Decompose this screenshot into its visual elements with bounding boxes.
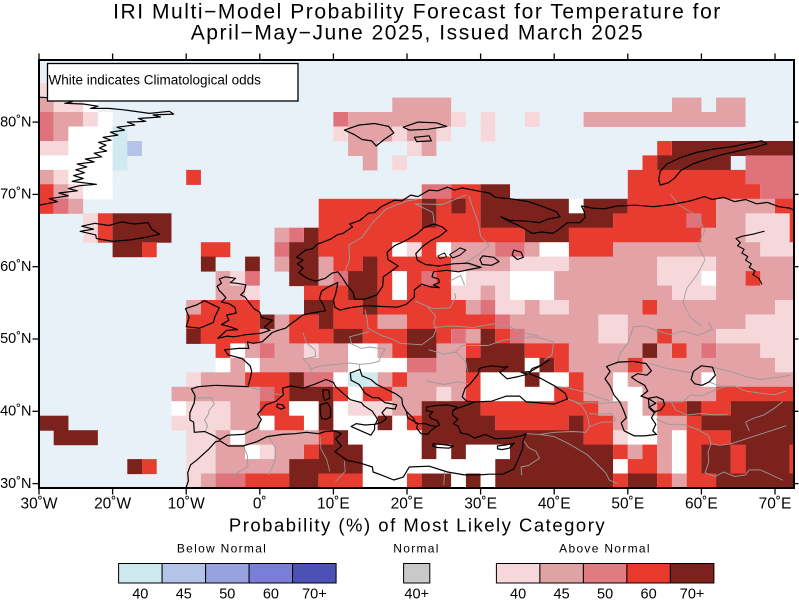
svg-text:Below Normal: Below Normal <box>177 542 267 556</box>
svg-text:60: 60 <box>641 587 657 600</box>
svg-text:70˚N: 70˚N <box>0 187 31 203</box>
svg-text:20˚E: 20˚E <box>391 496 424 513</box>
svg-text:70+: 70+ <box>302 587 327 600</box>
svg-text:45: 45 <box>176 587 192 600</box>
svg-text:30˚W: 30˚W <box>20 496 57 513</box>
svg-text:40: 40 <box>132 587 148 600</box>
svg-text:50: 50 <box>597 587 613 600</box>
svg-text:White indicates Climatological: White indicates Climatological odds <box>49 73 262 88</box>
svg-text:IRI Multi−Model Probability Fo: IRI Multi−Model Probability Forecast for… <box>113 1 722 24</box>
svg-text:50˚N: 50˚N <box>0 331 31 347</box>
svg-text:20˚W: 20˚W <box>94 496 131 513</box>
svg-text:Above Normal: Above Normal <box>559 542 651 556</box>
svg-text:Probability (%) of Most Likely: Probability (%) of Most Likely Category <box>229 515 606 536</box>
svg-text:40˚N: 40˚N <box>0 404 31 420</box>
svg-text:Normal: Normal <box>393 542 439 556</box>
svg-text:50: 50 <box>219 587 235 600</box>
svg-text:60˚E: 60˚E <box>685 496 718 513</box>
svg-text:10˚E: 10˚E <box>317 496 350 513</box>
svg-text:40˚E: 40˚E <box>538 496 571 513</box>
svg-text:70˚E: 70˚E <box>759 496 792 513</box>
svg-text:30˚E: 30˚E <box>464 496 497 513</box>
svg-text:10˚W: 10˚W <box>168 496 205 513</box>
svg-text:0˚: 0˚ <box>253 496 267 513</box>
svg-text:30˚N: 30˚N <box>0 476 31 492</box>
svg-text:60˚N: 60˚N <box>0 259 31 275</box>
svg-text:60: 60 <box>263 587 279 600</box>
svg-text:45: 45 <box>554 587 570 600</box>
svg-text:40+: 40+ <box>404 587 429 600</box>
svg-text:70+: 70+ <box>680 587 705 600</box>
svg-text:40: 40 <box>510 587 526 600</box>
svg-text:April−May−June 2025, Issued Ma: April−May−June 2025, Issued March 2025 <box>191 22 644 45</box>
svg-text:80˚N: 80˚N <box>0 114 31 130</box>
svg-text:50˚E: 50˚E <box>611 496 644 513</box>
